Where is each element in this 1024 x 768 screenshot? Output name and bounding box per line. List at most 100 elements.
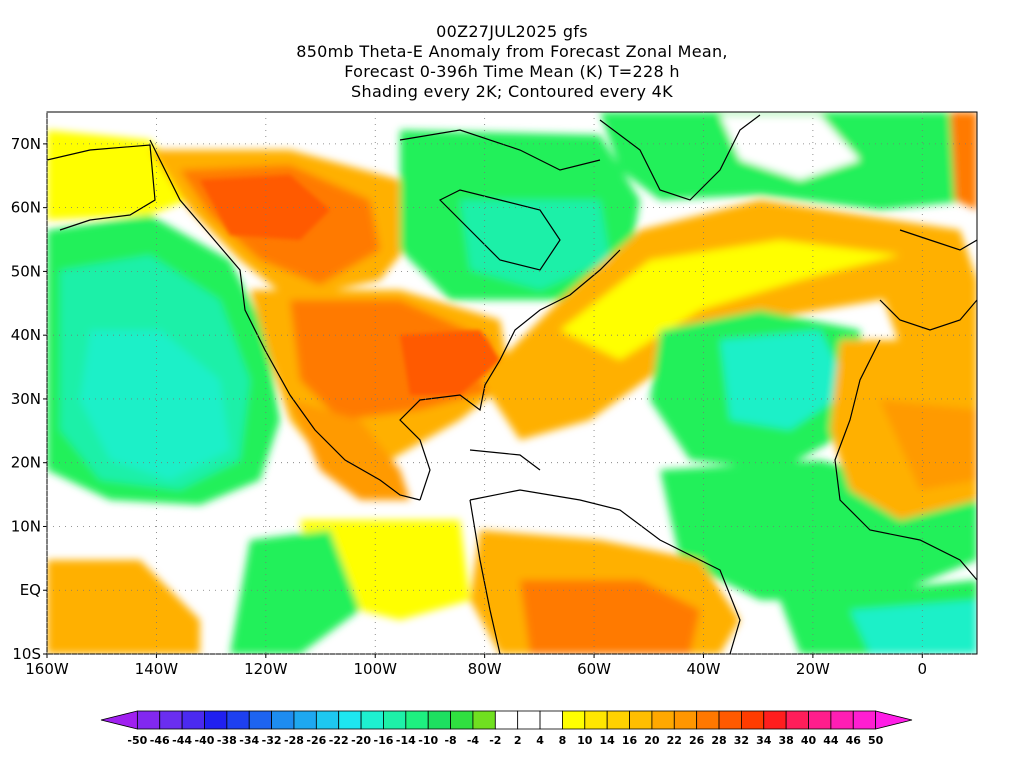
lon-label: 100W	[354, 660, 398, 678]
colorbar-label: 26	[689, 734, 705, 747]
colorbar-label: 4	[536, 734, 544, 747]
colorbar-label: 10	[577, 734, 593, 747]
latitude-labels: 70N 60N 50N 40N 30N 20N 10N EQ 10S	[11, 135, 41, 663]
colorbar-label: -32	[262, 734, 282, 747]
title-line-3: Forecast 0-396h Time Mean (K) T=228 h	[344, 62, 680, 81]
lat-label: 40N	[11, 326, 41, 344]
colorbar-swatch	[741, 710, 765, 730]
colorbar-label: 34	[756, 734, 772, 747]
colorbar-label: -40	[195, 734, 215, 747]
colorbar-swatch	[696, 710, 720, 730]
colorbar-label: 28	[711, 734, 726, 747]
colorbar-label: -8	[444, 734, 456, 747]
colorbar-swatch	[785, 710, 809, 730]
colorbar-label: -14	[396, 734, 416, 747]
colorbar-label: 8	[559, 734, 567, 747]
colorbar-swatch	[226, 710, 250, 730]
colorbar-swatch	[450, 710, 474, 730]
lat-label: 30N	[11, 390, 41, 408]
lon-label: 60W	[577, 660, 611, 678]
colorbar-label: 46	[846, 734, 862, 747]
colorbar-label: -22	[329, 734, 349, 747]
lat-label: 70N	[11, 135, 41, 153]
colorbar-swatch	[159, 710, 183, 730]
colorbar-label: 44	[823, 734, 839, 747]
lon-label: 0	[918, 660, 928, 678]
colorbar-swatch	[383, 710, 407, 730]
colorbar-swatch	[830, 710, 854, 730]
colorbar-label: -16	[374, 734, 394, 747]
lat-label: 20N	[11, 454, 41, 472]
colorbar-label: -20	[351, 734, 371, 747]
colorbar-swatch	[808, 710, 832, 730]
colorbar-swatch	[718, 710, 742, 730]
colorbar-swatch	[293, 710, 317, 730]
map-title: 00Z27JUL2025 gfs 850mb Theta-E Anomaly f…	[0, 22, 1024, 102]
colorbar-label: 32	[734, 734, 749, 747]
colorbar-swatch	[315, 710, 340, 730]
colorbar-swatch	[875, 710, 913, 730]
colorbar-label: -38	[217, 734, 237, 747]
lon-label: 40W	[687, 660, 721, 678]
colorbar-swatch	[100, 710, 138, 730]
colorbar-swatch	[271, 710, 295, 730]
colorbar-labels: -50 -46 -44 -40 -38 -34 -32 -28 -26 -22 -20 -16 -14-…	[127, 734, 883, 747]
colorbar-swatch	[517, 710, 541, 730]
lat-label: 60N	[11, 199, 41, 217]
colorbar-swatch	[852, 710, 877, 730]
lat-label: 50N	[11, 262, 41, 280]
colorbar-label: 40	[801, 734, 817, 747]
title-line-4: Shading every 2K; Contoured every 4K	[351, 82, 673, 101]
colorbar	[100, 710, 913, 730]
colorbar-label: 22	[667, 734, 682, 747]
colorbar-swatch	[539, 710, 563, 730]
colorbar-swatch	[204, 710, 228, 730]
colorbar-label: 14	[600, 734, 616, 747]
colorbar-label: 50	[868, 734, 884, 747]
colorbar-label: -44	[172, 734, 192, 747]
colorbar-label: -4	[467, 734, 480, 747]
colorbar-swatch	[673, 710, 698, 730]
colorbar-label: -50	[127, 734, 147, 747]
colorbar-swatch	[494, 710, 519, 730]
colorbar-swatch	[651, 710, 675, 730]
colorbar-label: 16	[622, 734, 638, 747]
graticule	[43, 112, 977, 658]
lon-label: 120W	[244, 660, 288, 678]
colorbar-swatch	[338, 710, 362, 730]
colorbar-swatch	[136, 710, 161, 730]
longitude-labels: 160W 140W 120W 100W 80W 60W 40W 20W 0	[25, 660, 927, 678]
colorbar-label: -26	[306, 734, 326, 747]
colorbar-label: -10	[418, 734, 438, 747]
colorbar-swatch	[405, 710, 429, 730]
colorbar-swatch	[763, 710, 787, 730]
lon-label: 160W	[25, 660, 69, 678]
lon-label: 140W	[135, 660, 179, 678]
coastlines	[47, 114, 977, 654]
lon-label: 20W	[796, 660, 830, 678]
colorbar-swatch	[248, 710, 273, 730]
colorbar-label: -34	[239, 734, 259, 747]
colorbar-swatch	[472, 710, 496, 730]
lon-label: 80W	[468, 660, 502, 678]
lat-label: 10N	[11, 517, 41, 535]
colorbar-swatch	[360, 710, 384, 730]
title-line-1: 00Z27JUL2025 gfs	[436, 22, 588, 41]
lat-label: 10S	[12, 645, 41, 663]
colorbar-swatch	[584, 710, 608, 730]
colorbar-label: -28	[284, 734, 304, 747]
title-line-2: 850mb Theta-E Anomaly from Forecast Zona…	[296, 42, 728, 61]
colorbar-swatch	[629, 710, 653, 730]
colorbar-label: 38	[778, 734, 793, 747]
colorbar-swatch	[606, 710, 630, 730]
colorbar-label: 20	[644, 734, 660, 747]
shading-field	[47, 112, 977, 654]
colorbar-label: -46	[150, 734, 170, 747]
colorbar-label: 2	[514, 734, 522, 747]
colorbar-label: -2	[489, 734, 501, 747]
colorbar-swatch	[427, 710, 451, 730]
colorbar-swatch	[181, 710, 205, 730]
colorbar-swatch	[562, 710, 586, 730]
lat-label: EQ	[20, 581, 41, 599]
